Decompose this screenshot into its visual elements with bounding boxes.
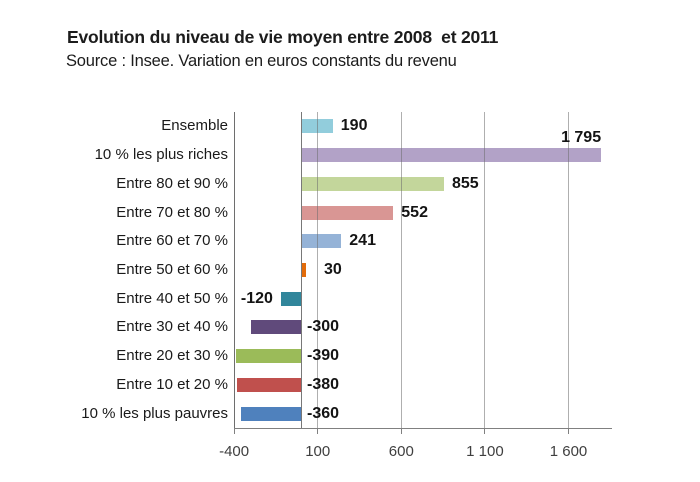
category-label: Entre 60 et 70 % [116, 232, 228, 250]
bar [301, 234, 342, 249]
category-label: Entre 30 et 40 % [116, 318, 228, 336]
bar [301, 148, 602, 163]
value-label: -300 [307, 318, 340, 336]
gridline [317, 112, 319, 428]
gridline [484, 112, 486, 428]
bar [237, 377, 301, 392]
value-label: -360 [307, 404, 340, 422]
gridline [568, 112, 570, 428]
gridline [233, 112, 235, 428]
bar [301, 119, 333, 134]
category-label: Entre 20 et 30 % [116, 347, 228, 365]
value-label: 552 [401, 203, 428, 221]
x-axis-tick-label: 100 [305, 443, 331, 460]
zero-axis-line [300, 112, 302, 428]
x-axis-tick [233, 428, 235, 434]
category-label: 10 % les plus riches [94, 146, 228, 164]
x-axis-tick [400, 428, 402, 434]
value-label: 855 [451, 174, 479, 192]
value-label: 1 795 [561, 129, 602, 147]
bar [240, 406, 301, 421]
x-axis-tick-label: 1 600 [549, 443, 588, 460]
chart-title: Evolution du niveau de vie moyen entre 2… [67, 27, 499, 47]
bar [280, 291, 301, 306]
x-axis-tick-label: 1 100 [466, 443, 504, 460]
x-axis-tick [317, 428, 319, 434]
gridline [400, 112, 402, 428]
bar [235, 349, 301, 364]
category-label: Entre 50 et 60 % [116, 261, 228, 278]
x-axis-tick [568, 428, 570, 434]
bar [301, 263, 307, 277]
bar [301, 205, 394, 220]
chart-subtitle: Source : Insee. Variation en euros const… [66, 52, 457, 70]
category-label: Entre 80 et 90 % [116, 174, 228, 192]
category-label: Entre 40 et 50 % [116, 289, 228, 307]
value-label: -380 [307, 375, 340, 393]
category-label: Entre 10 et 20 % [116, 375, 228, 393]
value-label: 241 [349, 232, 376, 250]
value-label: -120 [240, 289, 273, 307]
x-axis-line [234, 428, 612, 429]
value-label: 30 [324, 261, 342, 278]
x-axis-tick-label: -400 [219, 443, 250, 460]
category-label: 10 % les plus pauvres [81, 404, 228, 422]
value-label: -390 [307, 347, 340, 365]
value-label: 190 [340, 117, 368, 135]
x-axis-tick-label: 600 [388, 443, 414, 460]
category-label: Ensemble [161, 117, 228, 135]
bar [250, 320, 301, 335]
bar [301, 176, 444, 191]
x-axis-tick [484, 428, 486, 434]
category-label: Entre 70 et 80 % [116, 203, 228, 221]
